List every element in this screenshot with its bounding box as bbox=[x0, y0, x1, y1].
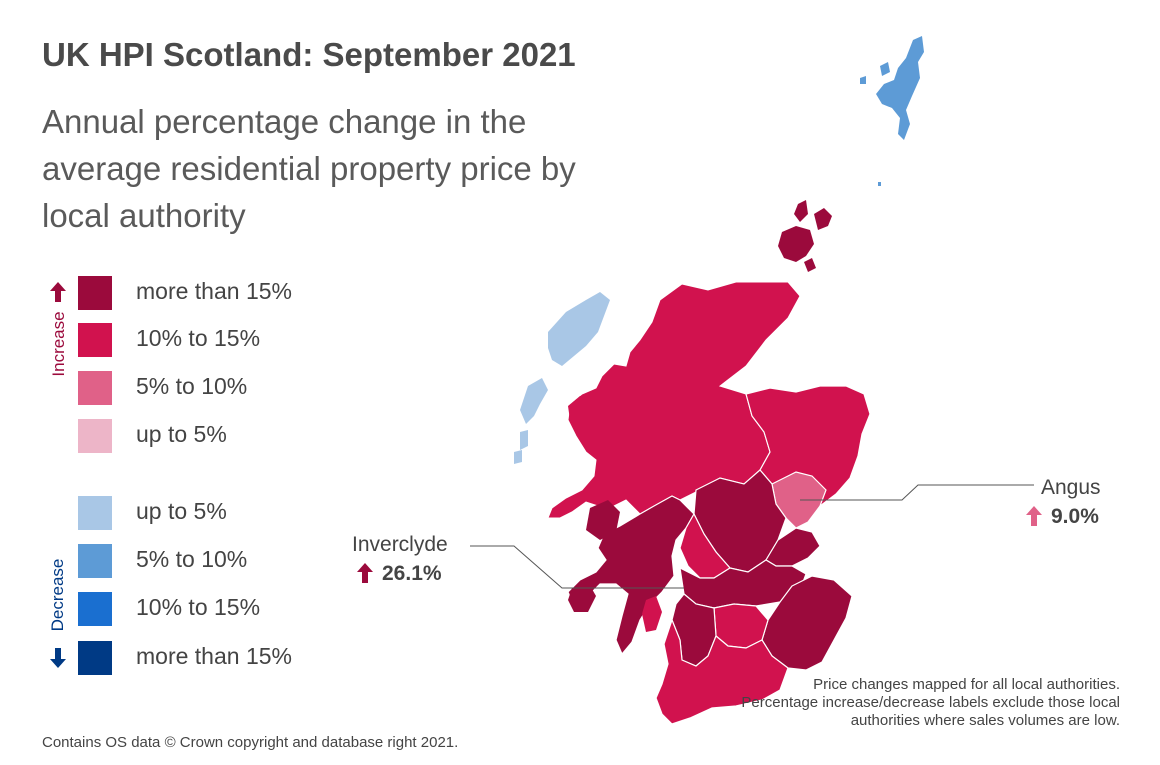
legend-label: 10% to 15% bbox=[136, 325, 261, 351]
legend-item-increase-more-than-15: more than 15% bbox=[78, 276, 338, 310]
legend-label: 5% to 10% bbox=[136, 373, 248, 399]
region-na-h-eileanan-siar bbox=[514, 292, 610, 464]
angus-value: 9.0% bbox=[1051, 505, 1099, 528]
legend-item-decrease-10-to-15: 10% to 15% bbox=[78, 592, 338, 626]
legend-swatch bbox=[78, 371, 112, 405]
angus-leader-line bbox=[800, 484, 1034, 501]
region-skye bbox=[568, 396, 610, 446]
legend-swatch bbox=[78, 323, 112, 357]
page-subtitle: Annual percentage change in the average … bbox=[42, 103, 576, 234]
region-aberdeenshire bbox=[745, 385, 871, 511]
legend-label: up to 5% bbox=[136, 421, 227, 447]
region-dumfries-and-galloway bbox=[655, 618, 789, 725]
methodology-note: Price changes mapped for all local autho… bbox=[741, 676, 1120, 729]
angus-increase-arrow-icon bbox=[1026, 506, 1042, 526]
legend-swatch bbox=[78, 276, 112, 310]
legend-label: up to 5% bbox=[136, 498, 227, 524]
legend-item-decrease-up-to-5: up to 5% bbox=[78, 496, 338, 530]
legend-label: 10% to 15% bbox=[136, 594, 261, 620]
legend-swatch bbox=[78, 592, 112, 626]
decrease-arrow-icon bbox=[50, 648, 66, 668]
region-orkney-islands bbox=[778, 200, 832, 272]
inverclyde-increase-arrow-icon bbox=[357, 563, 373, 583]
angus-label: Angus bbox=[1041, 476, 1101, 499]
legend-label: more than 15% bbox=[136, 643, 292, 669]
copyright-footer: Contains OS data © Crown copyright and d… bbox=[42, 734, 459, 751]
increase-arrow-icon bbox=[50, 282, 66, 302]
inverclyde-label: Inverclyde bbox=[352, 533, 448, 556]
legend-item-increase-up-to-5: up to 5% bbox=[78, 419, 338, 453]
legend-swatch bbox=[78, 496, 112, 530]
inverclyde-leader-line bbox=[470, 545, 684, 589]
legend-label: more than 15% bbox=[136, 278, 292, 304]
region-highland bbox=[547, 281, 801, 519]
legend-item-increase-5-to-10: 5% to 10% bbox=[78, 371, 338, 405]
region-arran bbox=[642, 596, 662, 632]
legend-label: 5% to 10% bbox=[136, 546, 248, 572]
legend-item-decrease-5-to-10: 5% to 10% bbox=[78, 544, 338, 578]
region-mull bbox=[586, 500, 620, 540]
legend-swatch bbox=[78, 641, 112, 675]
page-title: UK HPI Scotland: September 2021 bbox=[42, 36, 576, 73]
legend-item-decrease-more-than-15: more than 15% bbox=[78, 641, 338, 675]
legend-swatch bbox=[78, 544, 112, 578]
inverclyde-value: 26.1% bbox=[382, 562, 442, 585]
region-shetland-islands bbox=[860, 36, 924, 186]
legend-item-increase-10-to-15: 10% to 15% bbox=[78, 323, 338, 357]
legend-swatch bbox=[78, 419, 112, 453]
region-islay bbox=[568, 582, 596, 612]
